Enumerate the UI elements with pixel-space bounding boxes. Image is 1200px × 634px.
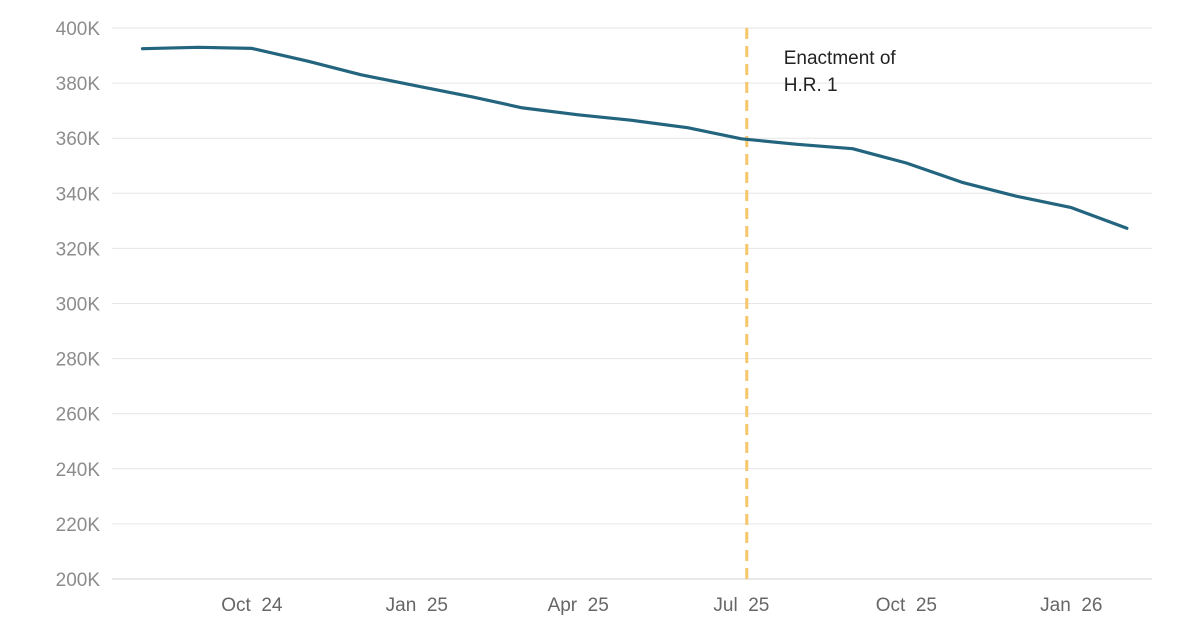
x-tick-label: Apr 25 xyxy=(548,595,609,616)
x-tick-label: Jan 26 xyxy=(1040,595,1102,616)
data-point xyxy=(196,45,200,49)
data-point xyxy=(739,137,743,141)
data-point xyxy=(305,59,309,63)
data-point xyxy=(795,142,799,146)
annotation-layer: Enactment of H.R. 1 xyxy=(745,28,897,579)
y-tick-label: 400K xyxy=(56,19,101,40)
data-point xyxy=(1014,194,1018,198)
y-tick-label: 240K xyxy=(56,460,101,481)
data-point xyxy=(960,180,964,184)
x-tick-label: Jul 25 xyxy=(713,595,769,616)
data-point xyxy=(851,147,855,151)
data-point xyxy=(1125,226,1129,230)
data-point xyxy=(250,46,254,50)
data-point xyxy=(359,73,363,77)
x-tick-label: Jan 25 xyxy=(386,595,448,616)
y-tick-label: 200K xyxy=(56,570,101,591)
series-line xyxy=(140,45,1129,230)
data-point xyxy=(470,95,474,99)
series-layer xyxy=(140,45,1129,230)
y-tick-label: 340K xyxy=(56,184,101,205)
data-point xyxy=(140,47,144,51)
y-tick-label: 380K xyxy=(56,74,101,95)
y-tick-label: 220K xyxy=(56,515,101,536)
annotation-label: H.R. 1 xyxy=(784,75,838,96)
data-point xyxy=(904,161,908,165)
y-axis: 200K 220K 240K 260K 280K 300K 320K 340K 360K 380K… xyxy=(56,19,101,591)
y-tick-label: 280K xyxy=(56,350,101,371)
data-point xyxy=(1069,206,1073,210)
y-tick-label: 300K xyxy=(56,295,101,316)
data-point xyxy=(630,118,634,122)
x-tick-label: Oct 25 xyxy=(876,595,937,616)
annotation-label: Enactment of xyxy=(784,48,897,69)
x-axis: Oct 24 Jan 25 Apr 25 Jul 25 Oct 25 Jan 26 xyxy=(221,595,1102,616)
y-tick-label: 320K xyxy=(56,239,101,260)
data-point xyxy=(686,126,690,130)
x-tick-label: Oct 24 xyxy=(221,595,283,616)
data-point xyxy=(521,106,525,110)
data-point xyxy=(576,113,580,117)
y-tick-label: 360K xyxy=(56,129,101,150)
data-point xyxy=(415,84,419,88)
grid-layer xyxy=(112,27,1152,580)
y-tick-label: 260K xyxy=(56,405,101,426)
